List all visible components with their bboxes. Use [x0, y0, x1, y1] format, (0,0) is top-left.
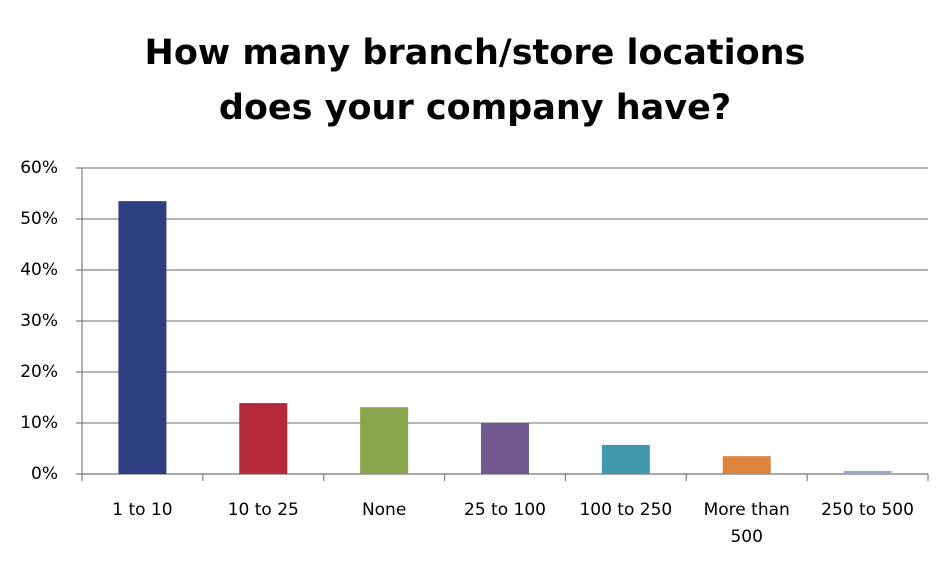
bar: [239, 403, 288, 474]
bar: [601, 444, 650, 474]
y-tick-label: 30%: [20, 311, 58, 331]
bar: [481, 423, 529, 474]
x-tick-label: 10 to 25: [227, 500, 299, 520]
y-tick-label: 50%: [20, 209, 58, 229]
x-tick-label: 25 to 100: [464, 500, 546, 520]
x-tick-label: 100 to 250: [579, 500, 673, 520]
x-tick-label: 250 to 500: [821, 500, 914, 520]
y-tick-label: 0%: [31, 464, 58, 484]
bar: [360, 407, 409, 474]
y-tick-label: 10%: [20, 413, 58, 433]
bar: [118, 201, 167, 474]
y-tick-label: 20%: [20, 362, 58, 382]
y-tick-label: 60%: [20, 158, 58, 178]
x-tick-label: More than 500: [703, 500, 790, 547]
x-tick-label: 1 to 10: [112, 500, 173, 520]
bar: [722, 456, 771, 474]
bar: [843, 470, 892, 474]
x-tick-label: None: [361, 500, 407, 520]
y-tick-label: 40%: [20, 260, 58, 280]
chart-title: How many branch/store locations does you…: [144, 33, 806, 128]
